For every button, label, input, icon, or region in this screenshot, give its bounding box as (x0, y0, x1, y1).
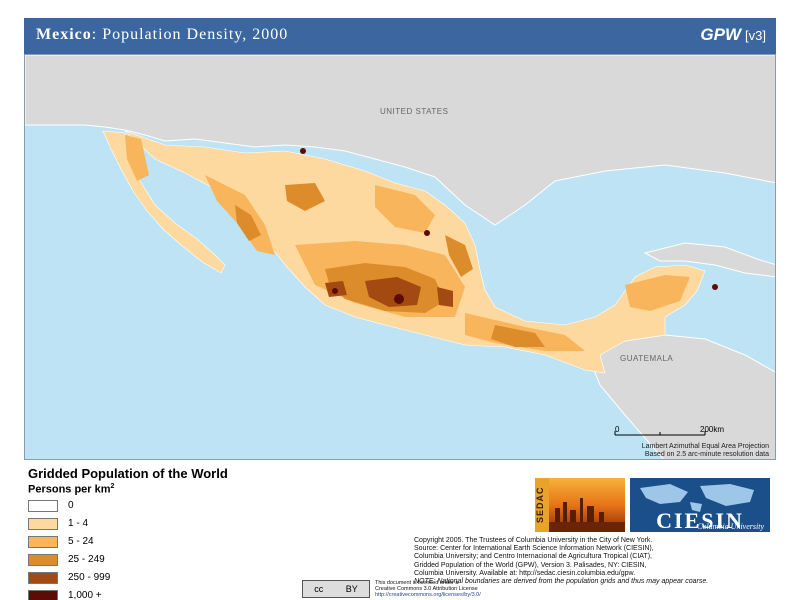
legend-item: 0 (28, 498, 308, 514)
label-guatemala: GUATEMALA (620, 354, 674, 363)
density-zone-25-249-west (235, 205, 261, 241)
map-canvas (25, 55, 775, 459)
legend-label: 1 - 4 (68, 518, 89, 530)
license-text: This document is licensed under a Creati… (375, 580, 481, 599)
density-zone-250-999-gulf (437, 287, 453, 307)
legend-label: 25 - 249 (68, 554, 105, 566)
legend-swatch (28, 589, 58, 600)
title-rest: : Population Density, 2000 (91, 26, 289, 43)
legend-swatch (28, 535, 58, 548)
projection-note: Lambert Azimuthal Equal Area Projection … (642, 443, 769, 459)
map-title: Mexico: Population Density, 2000 (36, 26, 288, 44)
density-zone-5-24-nw (125, 135, 149, 181)
united-states-land (25, 55, 775, 226)
density-zone-5-24-yucatan (625, 275, 690, 311)
projection-note-line: Based on 2.5 arc-minute resolution data (644, 451, 769, 458)
legend-item: 1 - 4 (28, 516, 308, 532)
copyright-line: Columbia University. Available at: http:… (414, 569, 636, 577)
copyright-line: Gridded Population of the World (GPW), V… (414, 561, 647, 569)
projection-note-line: Lambert Azimuthal Equal Area Projection (641, 443, 769, 450)
density-zone-5-24-north (375, 185, 435, 233)
legend-subtitle: Persons per km2 (28, 483, 308, 496)
legend-swatch (28, 517, 58, 530)
map-frame[interactable]: UNITED STATES GUATEMALA 0 200km Lambert … (24, 54, 776, 460)
density-zone-25-249-south (491, 325, 545, 347)
legend-title: Gridded Population of the World (28, 466, 228, 481)
legend-unit-superscript: 2 (110, 483, 115, 490)
sedac-logo[interactable]: SEDAC (535, 478, 625, 532)
copyright-line: Copyright 2005. The Trustees of Columbia… (414, 537, 653, 544)
sedac-wordmark: SEDAC (535, 478, 549, 532)
ciesin-globe-icon (630, 478, 770, 532)
guatemala-land (584, 334, 775, 459)
density-zone-1000-yucatan (712, 284, 718, 290)
legend-label: 1,000 + (68, 590, 102, 600)
label-united-states: UNITED STATES (380, 107, 449, 116)
density-zone-1000-capital (394, 294, 404, 304)
legend-item: 25 - 249 (28, 552, 308, 568)
legend-unit: Persons per km (28, 483, 111, 496)
copyright-line: Columbia University; and Centro Internac… (414, 553, 652, 561)
density-zone-1000-north (424, 230, 430, 236)
ciesin-wordmark: CIESIN (656, 508, 744, 532)
scale-zero-label: 0 (615, 425, 620, 434)
density-zone-1000-west (332, 288, 338, 294)
density-zone-25-249-north (285, 183, 325, 211)
cc-icon: cc (314, 584, 324, 594)
legend-swatch (28, 499, 58, 512)
gpw-brand-name: GPW (700, 25, 742, 44)
attribution-icon: BY (345, 584, 358, 594)
density-zone-1000-northwest (300, 148, 306, 154)
license-line: Creative Commons 3.0 Attribution License (375, 586, 478, 593)
ciesin-subtitle: Columbia University (697, 522, 764, 531)
legend-item: 5 - 24 (28, 534, 308, 550)
copyright-block: Copyright 2005. The Trustees of Columbia… (414, 537, 776, 586)
density-zone-25-249-gulf (445, 235, 473, 277)
sedac-logo-image (549, 478, 625, 532)
scale-bar-graphic (614, 431, 706, 436)
boundary-note: NOTE: National boundaries are derived fr… (414, 578, 709, 586)
legend-item: 250 - 999 (28, 570, 308, 586)
gpw-version: [v3] (745, 28, 766, 43)
cc-license-badge[interactable]: cc BY (302, 580, 370, 598)
license-line: This document is licensed under a (375, 580, 459, 586)
legend-item: 1,000 + (28, 588, 308, 600)
license-link[interactable]: http://creativecommons.org/licenses/by/3… (375, 592, 481, 599)
gpw-brand: GPW [v3] (700, 25, 766, 45)
density-zone-250-999-central (365, 277, 421, 307)
legend-label: 0 (68, 500, 74, 512)
title-bar: Mexico: Population Density, 2000 GPW [v3] (24, 18, 776, 54)
legend-swatch (28, 571, 58, 584)
legend-label: 250 - 999 (68, 572, 111, 584)
ciesin-logo[interactable]: CIESIN Columbia University (630, 478, 770, 532)
legend-swatch (28, 553, 58, 566)
copyright-line: Source: Center for International Earth S… (414, 545, 654, 553)
legend-label: 5 - 24 (68, 536, 94, 548)
legend: Gridded Population of the World Persons … (28, 466, 308, 600)
title-country: Mexico (36, 26, 92, 43)
scale-distance-label: 200km (700, 425, 725, 434)
cuba-land (643, 242, 775, 278)
